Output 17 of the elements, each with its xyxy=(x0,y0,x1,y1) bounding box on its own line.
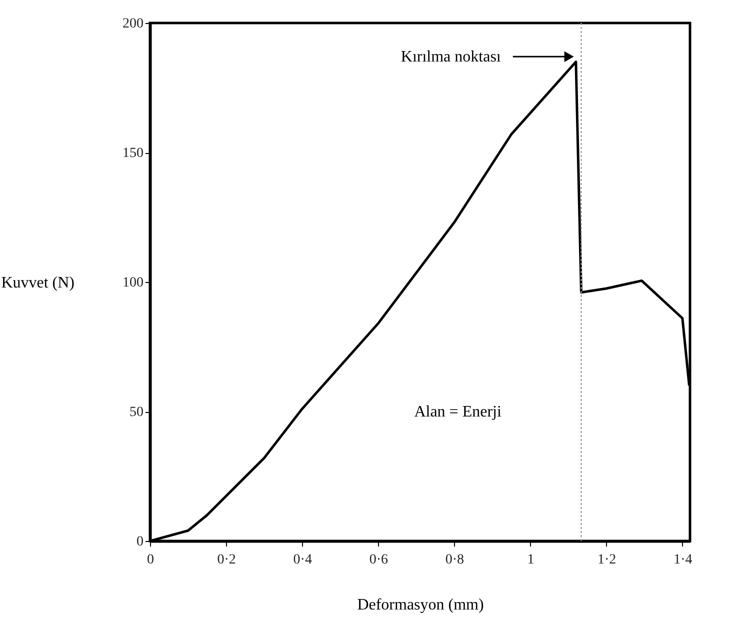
x-tick-label: 1·4 xyxy=(674,552,692,568)
x-tick-label: 0·8 xyxy=(445,552,464,568)
annotation: Kırılma noktası xyxy=(400,48,502,66)
x-tick-label: 1 xyxy=(527,552,534,568)
x-tick-label: 0·2 xyxy=(217,552,236,568)
y-tick-label: 0 xyxy=(136,534,144,550)
x-axis-title: Deformasyon (mm) xyxy=(357,596,484,614)
x-tick-label: 0·6 xyxy=(369,552,388,568)
x-tick-label: 0 xyxy=(147,552,154,568)
y-tick-label: 100 xyxy=(122,276,144,290)
x-tick-label: 1·2 xyxy=(598,552,616,568)
y-tick-label: 50 xyxy=(130,405,144,420)
y-axis-title: Kuvvet (N) xyxy=(1,274,74,292)
x-tick-label: 0·4 xyxy=(293,552,312,568)
y-tick-label: 150 xyxy=(122,146,144,161)
annotation: Alan = Enerji xyxy=(414,404,502,420)
y-tick-label: 200 xyxy=(122,16,144,32)
